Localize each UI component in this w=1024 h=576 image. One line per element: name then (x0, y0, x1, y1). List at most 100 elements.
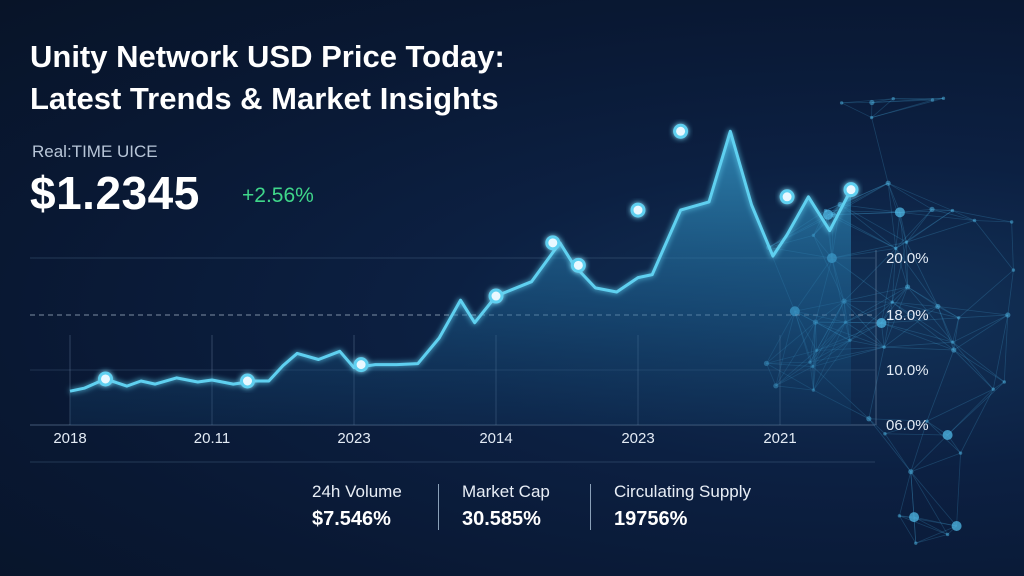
network-link (887, 183, 901, 213)
data-point-marker (240, 373, 255, 389)
network-node (869, 115, 874, 120)
network-link (899, 471, 912, 516)
network-link (895, 209, 933, 249)
network-link (907, 286, 954, 343)
network-link (871, 117, 889, 184)
network-node (1009, 220, 1014, 224)
network-link (960, 389, 994, 454)
network-node (951, 347, 957, 353)
stat-market-cap: Market Cap 30.585% (462, 478, 550, 531)
network-link (906, 242, 939, 307)
network-link (881, 286, 908, 324)
network-link (953, 314, 1009, 351)
network-link (910, 421, 928, 472)
network-link (868, 418, 927, 422)
network-node (935, 303, 941, 310)
network-node (972, 218, 977, 223)
network-link (974, 220, 1014, 271)
network-link (913, 516, 957, 527)
price-line (69, 129, 853, 393)
network-link (845, 286, 908, 323)
network-link (910, 471, 957, 527)
network-node (894, 246, 898, 251)
network-node (950, 208, 955, 213)
network-node (866, 416, 872, 422)
network-link (887, 183, 897, 249)
network-link (915, 534, 948, 544)
network-link (825, 210, 900, 213)
network-link (947, 381, 1005, 436)
network-link (952, 314, 1008, 343)
network-link (910, 471, 917, 544)
network-link (952, 210, 975, 221)
network-link (871, 98, 894, 103)
network-link (1007, 270, 1014, 316)
network-link (953, 349, 1005, 383)
network-link (931, 208, 953, 211)
network-node (956, 316, 961, 320)
network-node (941, 96, 946, 101)
network-node (1011, 268, 1016, 272)
network-node (1002, 380, 1006, 384)
network-link (910, 471, 915, 518)
network-link (849, 301, 893, 341)
network-node (945, 532, 950, 537)
network-link (974, 220, 1012, 223)
network-link (892, 301, 938, 307)
x-tick-label: 2018 (53, 430, 86, 447)
y-tick-label: 06.0% (886, 417, 929, 434)
network-node (839, 101, 844, 105)
network-link (958, 314, 1008, 319)
network-link (881, 306, 938, 324)
network-node (925, 419, 929, 423)
network-link (871, 97, 944, 118)
network-link (841, 102, 872, 118)
network-link (937, 306, 954, 343)
network-link (881, 248, 897, 324)
network-link (952, 341, 994, 390)
network-link (843, 248, 897, 302)
network-link (1011, 221, 1014, 271)
stat-supply: Circulating Supply 19756% (614, 478, 751, 531)
network-link (907, 286, 939, 307)
network-link (895, 241, 907, 249)
network-link (899, 515, 917, 544)
network-link (899, 211, 975, 221)
stat-market-cap-label: Market Cap (462, 482, 550, 501)
network-link (871, 98, 894, 118)
network-link (906, 242, 908, 287)
price-area (70, 131, 851, 426)
network-link (895, 248, 908, 288)
network-link (868, 418, 912, 472)
network-link (958, 269, 1014, 319)
network-node (951, 521, 962, 532)
x-tick-label: 2023 (337, 430, 370, 447)
network-link (913, 516, 948, 535)
network-link (937, 306, 1008, 316)
network-node (991, 387, 995, 391)
network-link (881, 317, 959, 324)
network-node (869, 99, 875, 106)
network-node (890, 300, 894, 304)
network-link (926, 388, 994, 422)
network-link (910, 452, 961, 473)
network-link (947, 388, 994, 436)
network-link (891, 286, 908, 303)
network-node (823, 209, 834, 220)
network-node (908, 469, 914, 475)
network-node (876, 318, 887, 329)
title-line-2: Latest Trends & Market Insights (30, 81, 499, 116)
network-link (956, 453, 961, 527)
network-node (883, 432, 887, 436)
network-link (884, 433, 948, 436)
network-link (845, 321, 882, 324)
network-link (937, 306, 959, 319)
network-node (951, 340, 955, 344)
network-link (893, 98, 933, 101)
network-link (883, 306, 939, 348)
network-link (915, 525, 957, 544)
network-link (871, 99, 933, 118)
network-link (841, 98, 894, 104)
network-link (899, 210, 953, 213)
network-link (827, 182, 889, 216)
